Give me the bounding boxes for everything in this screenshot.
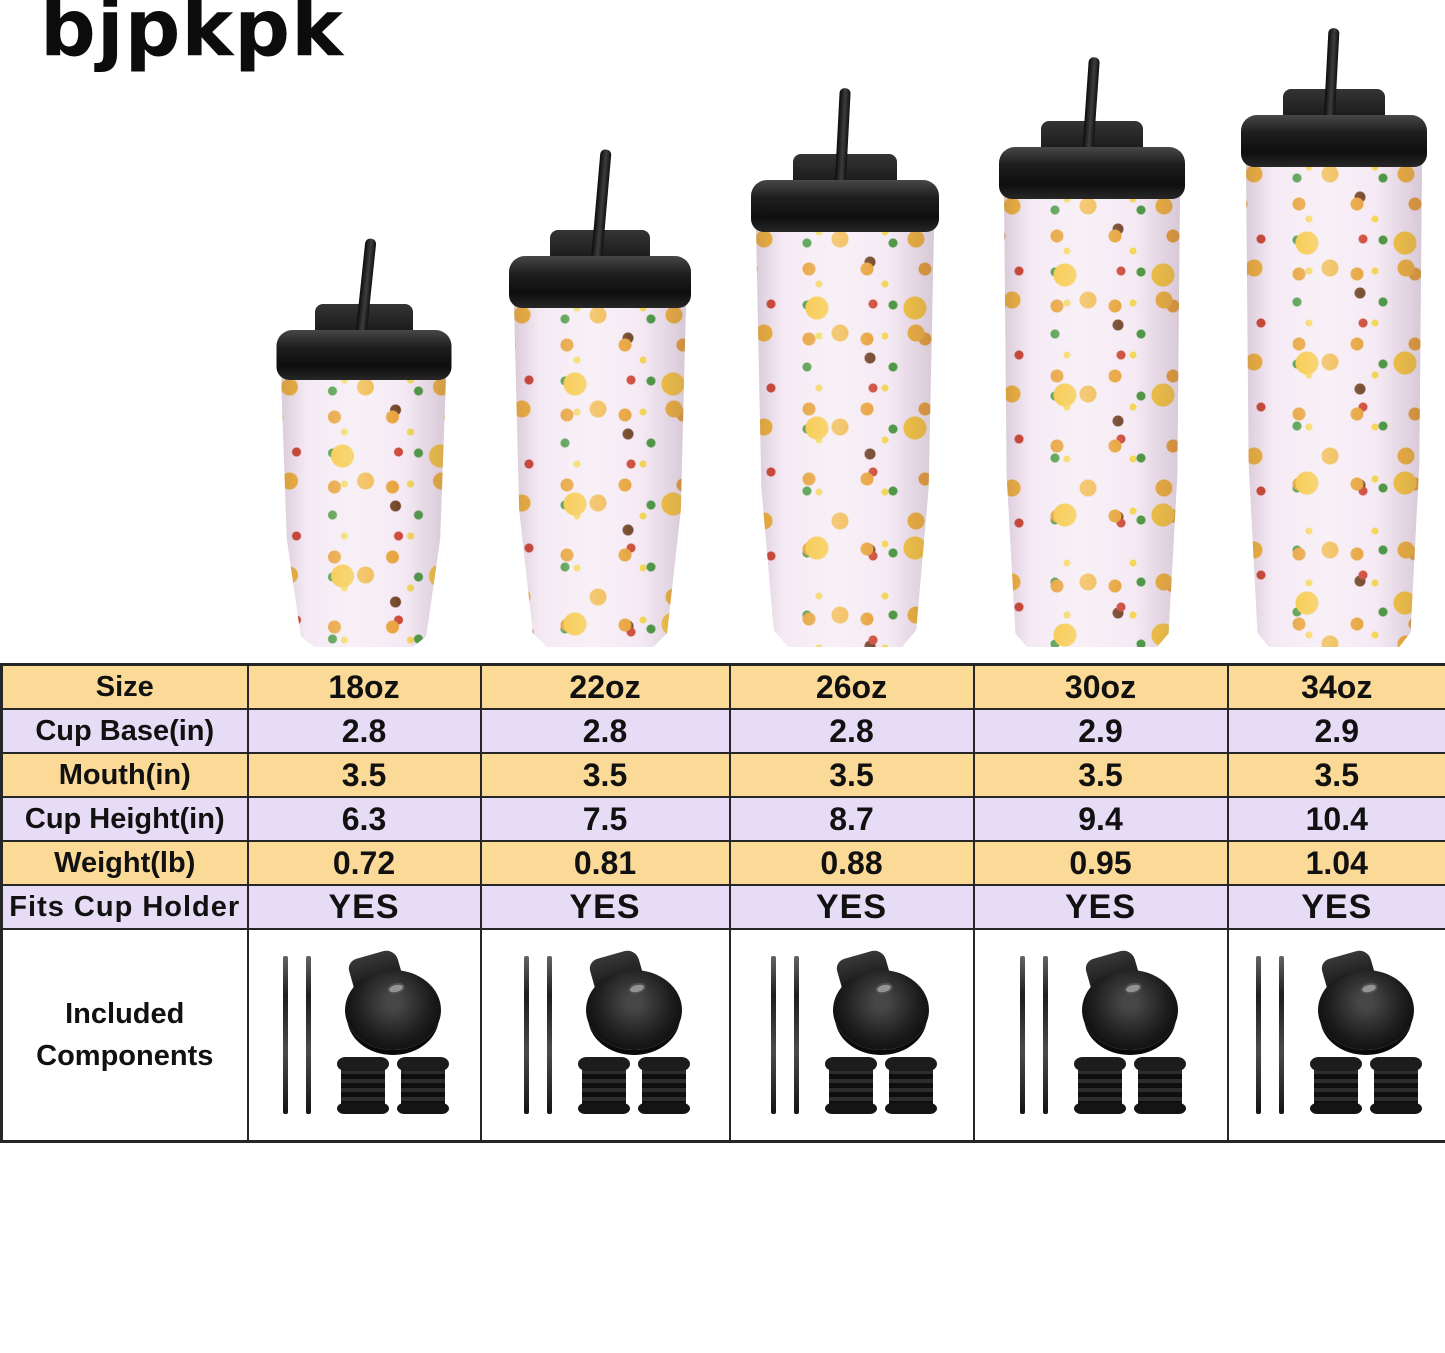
spec-table: Size 18oz 22oz 26oz 30oz 34oz Cup Base(i… — [0, 663, 1445, 1143]
components-cell — [246, 928, 482, 1143]
spec-row-label: Weight(lb) — [0, 840, 249, 887]
included-components-graphic — [731, 947, 973, 1115]
size-comparison-figure: bjpkpk — [0, 0, 1445, 663]
components-cell — [972, 928, 1229, 1143]
spec-col-header: 22oz — [479, 663, 731, 711]
spec-value-cell: YES — [972, 884, 1229, 931]
included-components-graphic — [482, 947, 729, 1115]
lid-icon — [1241, 115, 1427, 167]
spec-value-cell: 2.9 — [1226, 708, 1445, 755]
tumbler-30oz — [999, 56, 1185, 647]
spec-row-label: Mouth(in) — [0, 752, 249, 799]
tumbler-26oz — [751, 87, 939, 647]
flip-lid-icon — [1080, 947, 1180, 1052]
spec-value-cell: YES — [246, 884, 482, 931]
cup-body-icon — [1246, 163, 1422, 647]
spec-value-cell: YES — [479, 884, 731, 931]
spec-row-cup-height: Cup Height(in) 6.3 7.5 8.7 9.4 10.4 — [0, 796, 1445, 843]
flip-lid-icon — [584, 947, 684, 1052]
spec-value-cell: 0.81 — [479, 840, 731, 887]
spec-row-fits-cup-holder: Fits Cup Holder YES YES YES YES YES — [0, 884, 1445, 931]
spec-row-label: Size — [0, 663, 249, 711]
components-cell — [1226, 928, 1445, 1143]
components-cell — [728, 928, 975, 1143]
spec-value-cell: 0.88 — [728, 840, 975, 887]
flip-lid-icon — [343, 947, 443, 1052]
flip-lid-icon — [831, 947, 931, 1052]
spec-row-included-components: Included Components — [0, 928, 1445, 1143]
metal-straws-icon — [283, 956, 311, 1115]
cup-body-icon — [1004, 195, 1180, 647]
spec-col-header: 26oz — [728, 663, 975, 711]
spec-value-cell: 2.8 — [728, 708, 975, 755]
included-components-graphic — [1229, 947, 1445, 1115]
metal-straws-icon — [524, 956, 552, 1115]
spec-row-label: Fits Cup Holder — [0, 884, 249, 931]
spec-value-cell: 3.5 — [479, 752, 731, 799]
spec-value-cell: 3.5 — [246, 752, 482, 799]
straw-stoppers-icon — [578, 1056, 690, 1114]
spec-row-label: Cup Base(in) — [0, 708, 249, 755]
spec-value-cell: 9.4 — [972, 796, 1229, 843]
straw-stoppers-icon — [824, 1056, 937, 1114]
lid-icon — [276, 330, 451, 380]
components-cell — [479, 928, 731, 1143]
spec-value-cell: YES — [1226, 884, 1445, 931]
spec-row-label: Cup Height(in) — [0, 796, 249, 843]
spec-row-label: Included Components — [0, 928, 249, 1143]
metal-straws-icon — [1019, 956, 1048, 1115]
brand-logo: bjpkpk — [40, 0, 344, 74]
cup-body-icon — [756, 228, 934, 647]
spec-col-header: 34oz — [1226, 663, 1445, 711]
metal-straws-icon — [770, 956, 799, 1115]
spec-row-mouth: Mouth(in) 3.5 3.5 3.5 3.5 3.5 — [0, 752, 1445, 799]
spec-value-cell: 2.9 — [972, 708, 1229, 755]
spec-value-cell: 10.4 — [1226, 796, 1445, 843]
spec-value-cell: 1.04 — [1226, 840, 1445, 887]
spec-value-cell: 2.8 — [246, 708, 482, 755]
flip-lid-icon — [1316, 947, 1416, 1052]
tumbler-22oz — [509, 149, 691, 647]
spec-value-cell: 6.3 — [246, 796, 482, 843]
spec-row-cup-base: Cup Base(in) 2.8 2.8 2.8 2.9 2.9 — [0, 708, 1445, 755]
tumbler-18oz — [276, 238, 451, 647]
spec-value-cell: 3.5 — [728, 752, 975, 799]
lid-icon — [999, 147, 1185, 199]
spec-value-cell: YES — [728, 884, 975, 931]
spec-row-weight: Weight(lb) 0.72 0.81 0.88 0.95 1.04 — [0, 840, 1445, 887]
straw-stoppers-icon — [1073, 1056, 1186, 1114]
spec-value-cell: 0.72 — [246, 840, 482, 887]
spec-row-size: Size 18oz 22oz 26oz 30oz 34oz — [0, 663, 1445, 711]
spec-value-cell: 8.7 — [728, 796, 975, 843]
cup-body-icon — [281, 376, 446, 647]
lid-icon — [751, 180, 939, 232]
spec-value-cell: 0.95 — [972, 840, 1229, 887]
cup-body-icon — [514, 304, 686, 647]
lid-icon — [509, 256, 691, 308]
included-components-graphic — [249, 947, 480, 1115]
straw-stoppers-icon — [1309, 1056, 1422, 1114]
spec-col-header: 30oz — [972, 663, 1229, 711]
spec-value-cell: 7.5 — [479, 796, 731, 843]
spec-value-cell: 2.8 — [479, 708, 731, 755]
spec-value-cell: 3.5 — [1226, 752, 1445, 799]
straw-stoppers-icon — [337, 1056, 449, 1114]
included-components-graphic — [975, 947, 1227, 1115]
metal-straws-icon — [1255, 956, 1284, 1115]
spec-value-cell: 3.5 — [972, 752, 1229, 799]
tumbler-34oz — [1241, 27, 1427, 647]
spec-col-header: 18oz — [246, 663, 482, 711]
